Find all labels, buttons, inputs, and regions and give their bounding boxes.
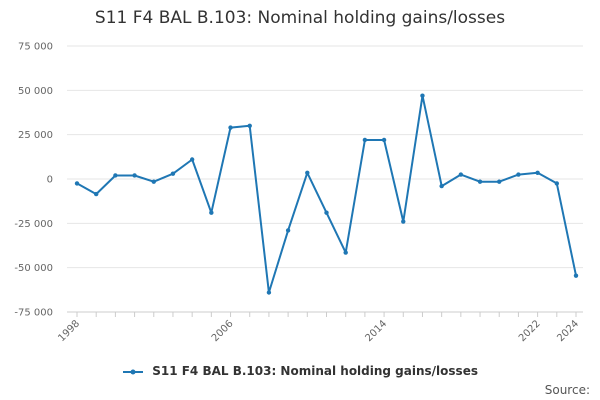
data-point [305,170,310,175]
data-point [209,210,214,215]
y-tick-label: 50 000 [18,86,53,97]
data-point [228,125,233,130]
data-point [266,290,272,295]
data-point [151,179,156,184]
source-label: Source: [544,383,590,397]
data-point [362,137,368,143]
series-group [74,93,579,295]
x-tick-label: 1998 [56,318,82,344]
data-point [324,210,329,215]
chart-title: S11 F4 BAL B.103: Nominal holding gains/… [94,8,506,28]
x-tick-label: 2006 [210,318,236,344]
x-tick-label: 2014 [363,318,389,344]
y-axis-ticks: -75 000 -50 000 -25 000 0 25 000 50 000 75 000 [14,42,53,319]
legend-label: S11 F4 BAL B.103: Nominal holding gains/… [152,364,478,378]
data-point [516,172,521,177]
data-point [74,181,80,186]
data-point [132,173,137,178]
y-tick-label: -25 000 [14,219,53,230]
legend-swatch-icon [123,369,144,374]
data-point [497,179,502,184]
data-point [573,273,579,278]
y-tick-label: 75 000 [18,42,53,53]
legend[interactable]: S11 F4 BAL B.103: Nominal holding gains/… [0,364,600,378]
y-tick-label: -75 000 [14,308,53,319]
y-tick-label: 0 [47,175,53,186]
data-point [535,170,540,175]
data-point [170,171,176,176]
data-point [554,181,560,186]
data-point [439,183,444,189]
data-point [189,157,195,162]
x-tick-label: 2024 [555,318,581,344]
data-point [285,228,291,233]
data-point [247,123,252,128]
data-point [458,172,464,177]
data-point [93,191,99,197]
y-tick-label: 25 000 [18,130,53,141]
data-point [401,219,406,224]
data-point [381,137,387,143]
data-point [420,93,425,98]
data-point [477,179,483,184]
data-point [113,173,118,178]
x-axis: 1998 2006 2014 2022 2024 [56,311,583,344]
x-tick-label: 2022 [517,318,543,344]
series-line [76,94,577,294]
y-tick-label: -50 000 [14,263,53,274]
data-point [343,250,348,255]
